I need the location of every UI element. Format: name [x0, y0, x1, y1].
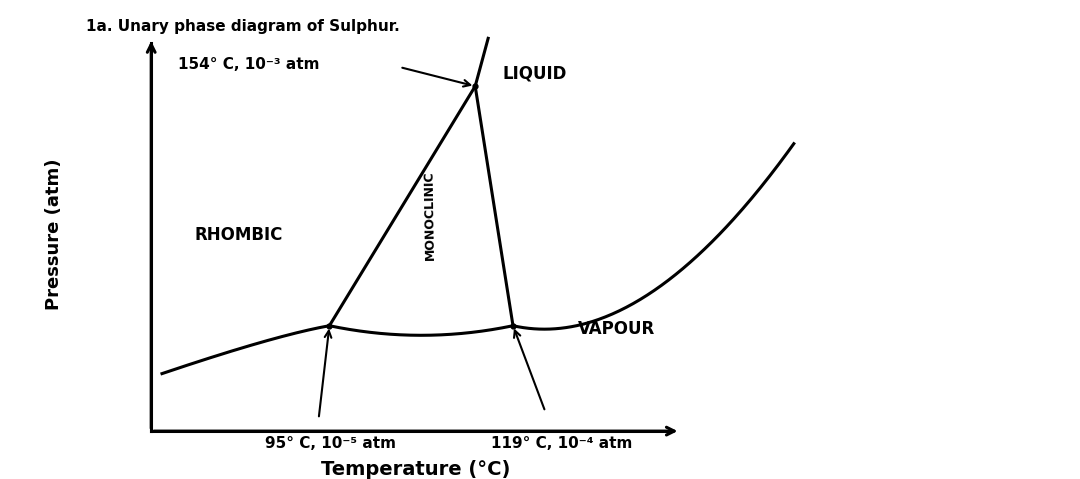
Text: 119° C, 10⁻⁴ atm: 119° C, 10⁻⁴ atm — [491, 436, 633, 451]
Text: Temperature (°C): Temperature (°C) — [321, 460, 511, 479]
Text: Pressure (atm): Pressure (atm) — [45, 159, 63, 310]
Text: 1a. Unary phase diagram of Sulphur.: 1a. Unary phase diagram of Sulphur. — [86, 19, 401, 34]
Text: 95° C, 10⁻⁵ atm: 95° C, 10⁻⁵ atm — [265, 436, 395, 451]
Text: MONOCLINIC: MONOCLINIC — [422, 171, 436, 261]
Text: LIQUID: LIQUID — [502, 65, 567, 83]
Text: VAPOUR: VAPOUR — [578, 320, 656, 338]
Text: RHOMBIC: RHOMBIC — [194, 226, 283, 244]
Text: 154° C, 10⁻³ atm: 154° C, 10⁻³ atm — [178, 57, 320, 72]
